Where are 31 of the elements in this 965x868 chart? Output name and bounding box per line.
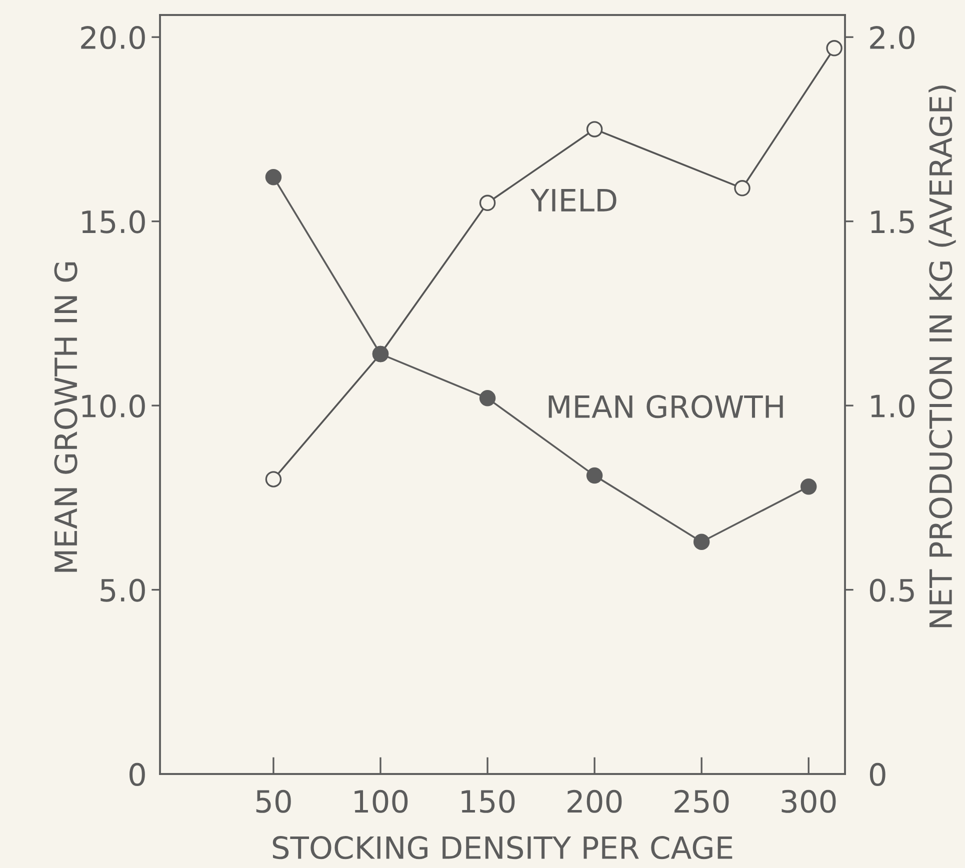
x-tick-label: 50 (256, 790, 291, 813)
x-tick-label: 150 (462, 790, 515, 813)
point (734, 180, 750, 196)
point (826, 40, 842, 56)
y-tick-label: 20.0 (81, 26, 145, 50)
y2-axis-title: NET PRODUCTION IN KG (AVERAGE) (928, 86, 956, 628)
y-tick-label: 10.0 (82, 394, 145, 418)
point (479, 194, 496, 212)
y-tick-label: 5.0 (100, 578, 145, 602)
y2-tick-label: 0 (870, 762, 886, 786)
x-tick-label: 250 (674, 790, 729, 813)
y-tick-label: 0 (130, 762, 145, 786)
x-tick-label: 300 (782, 790, 836, 813)
point (693, 534, 710, 550)
x-tick-label: 100 (354, 790, 408, 813)
y2-tick-label: 1.0 (871, 394, 914, 418)
y2-tick-label: 0.5 (870, 578, 914, 602)
x-tick-label: 200 (568, 790, 622, 813)
x-axis-title: STOCKING DENSITY PER CAGE (272, 836, 732, 860)
point (265, 168, 282, 186)
series-label: MEAN GROWTH (548, 395, 783, 418)
y2-tick-label: 2.0 (870, 26, 914, 50)
series-label: YIELD (530, 189, 616, 212)
point (586, 467, 603, 484)
y-axis-title: MEAN GROWTH IN G (54, 262, 78, 572)
point (800, 478, 817, 495)
y2-tick-label: 1.5 (871, 210, 914, 234)
point (586, 121, 603, 138)
point (265, 471, 282, 488)
point (479, 390, 496, 406)
y-tick-label: 15.0 (82, 210, 145, 234)
